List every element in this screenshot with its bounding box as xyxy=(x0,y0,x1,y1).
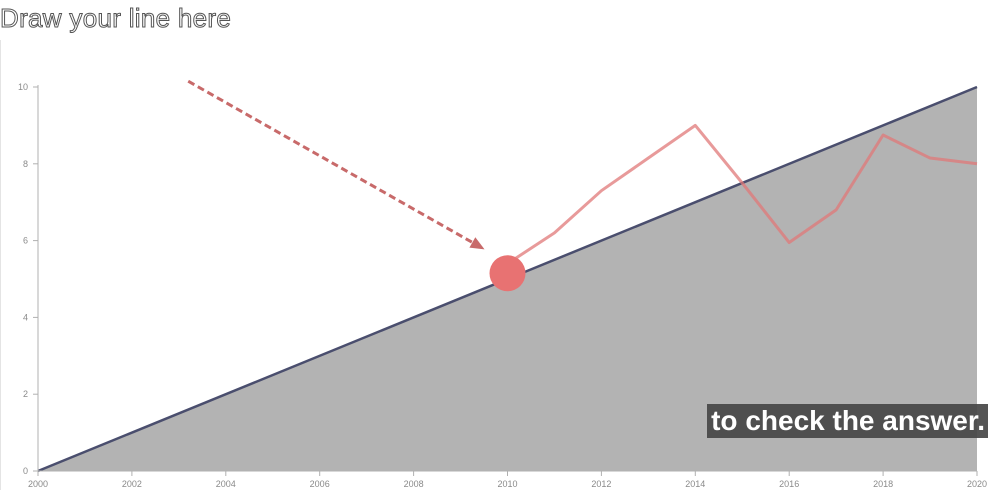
user-drawn-line xyxy=(506,123,978,265)
hint-arrow-line xyxy=(187,79,481,248)
x-tick-label: 2000 xyxy=(28,479,48,489)
canvas-edge-divider xyxy=(0,40,1,490)
instruction-caption: to check the answer. xyxy=(707,404,988,438)
x-tick-label: 2008 xyxy=(404,479,424,489)
chart-title: Draw your line here xyxy=(0,3,232,34)
y-tick-label: 8 xyxy=(23,159,28,169)
x-tick-label: 2010 xyxy=(497,479,517,489)
x-tick-label: 2012 xyxy=(591,479,611,489)
y-tick-label: 4 xyxy=(23,312,28,322)
x-tick-label: 2016 xyxy=(779,479,799,489)
x-tick-label: 2014 xyxy=(685,479,705,489)
hint-arrow-head-icon xyxy=(469,237,485,250)
y-tick-label: 6 xyxy=(23,236,28,246)
x-tick-label: 2018 xyxy=(873,479,893,489)
y-tick-label: 2 xyxy=(23,389,28,399)
x-tick-label: 2006 xyxy=(310,479,330,489)
y-tick-label: 0 xyxy=(23,466,28,476)
drag-handle[interactable] xyxy=(489,255,526,292)
x-tick-label: 2002 xyxy=(122,479,142,489)
x-tick-label: 2004 xyxy=(216,479,236,489)
y-tick-label: 10 xyxy=(18,82,28,92)
x-tick-label: 2020 xyxy=(967,479,987,489)
